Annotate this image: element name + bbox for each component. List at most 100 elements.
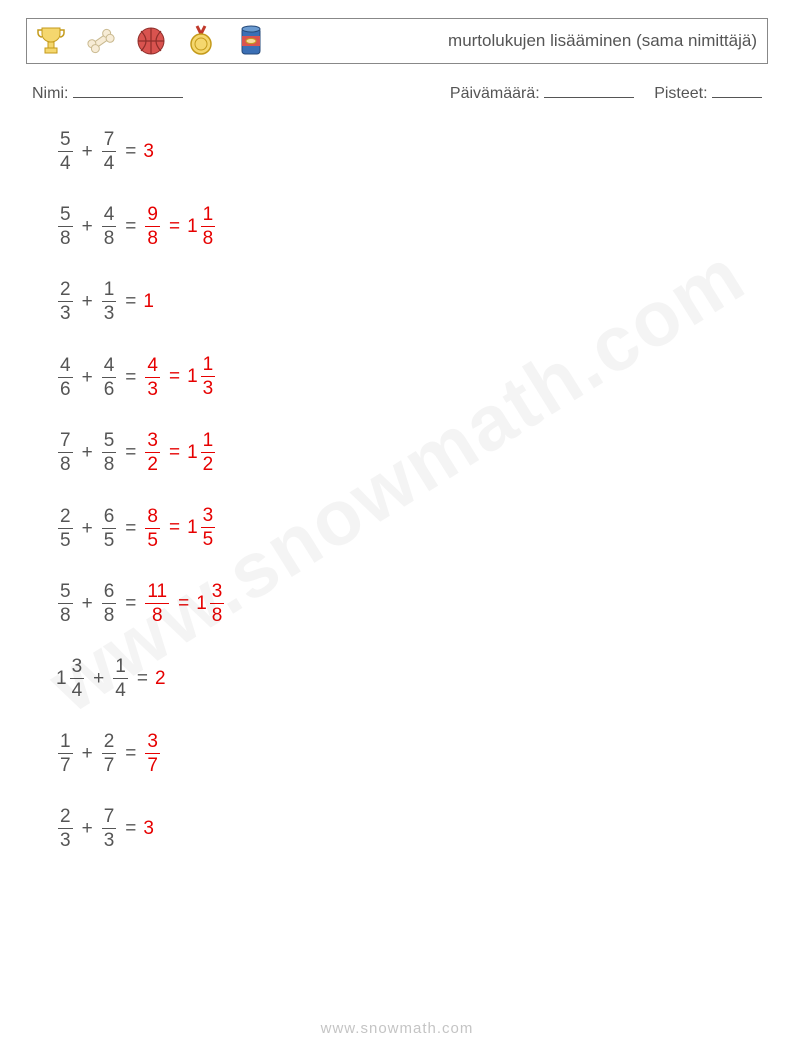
numerator: 6 <box>102 581 117 602</box>
equals-sign: = <box>125 594 136 613</box>
integer-value: 3 <box>143 141 154 162</box>
equals-sign: = <box>125 292 136 311</box>
denominator: 8 <box>201 228 216 249</box>
fraction: 68 <box>102 581 117 626</box>
equals-sign: = <box>125 217 136 236</box>
fraction-bar <box>58 528 73 529</box>
denominator: 7 <box>58 755 73 776</box>
fraction: 98 <box>145 204 160 249</box>
fraction: 25 <box>58 506 73 551</box>
answer: 43=113 <box>143 354 217 399</box>
problem-row: 134+14=2 <box>56 656 768 701</box>
numerator: 1 <box>201 430 216 451</box>
name-blank[interactable] <box>73 82 183 98</box>
fraction-bar <box>58 603 73 604</box>
worksheet-title: murtolukujen lisääminen (sama nimittäjä) <box>448 31 757 51</box>
date-blank[interactable] <box>544 82 634 98</box>
denominator: 4 <box>58 153 73 174</box>
whole-part: 1 <box>187 518 198 537</box>
fraction-bar <box>201 226 216 227</box>
mixed-number: 135 <box>187 505 217 550</box>
equals-sign: = <box>137 669 148 688</box>
numerator: 1 <box>113 656 128 677</box>
denominator: 4 <box>70 680 85 701</box>
numerator: 5 <box>58 204 73 225</box>
problem-row: 2 3 +13 = 1 <box>56 279 768 324</box>
fraction: 58 <box>58 204 73 249</box>
plus-operator: + <box>82 292 93 311</box>
whole-part: 1 <box>56 669 67 688</box>
fraction: 17 <box>58 731 73 776</box>
fraction-bar <box>102 753 117 754</box>
fraction: 35 <box>201 505 216 550</box>
fraction-bar <box>102 377 117 378</box>
denominator: 7 <box>145 755 160 776</box>
answer: 2 <box>155 669 166 688</box>
numerator: 4 <box>58 355 73 376</box>
denominator: 4 <box>102 153 117 174</box>
fraction-bar <box>102 528 117 529</box>
equals-sign: = <box>125 744 136 763</box>
fraction: 18 <box>201 204 216 249</box>
fraction-bar <box>102 452 117 453</box>
denominator: 8 <box>150 605 165 626</box>
whole-part: 1 <box>187 217 198 236</box>
denominator: 8 <box>102 454 117 475</box>
fraction: 38 <box>210 581 225 626</box>
numerator: 3 <box>145 731 160 752</box>
numerator: 7 <box>102 806 117 827</box>
answer: 32=112 <box>143 430 217 475</box>
integer-value: 3 <box>143 818 154 839</box>
mixed-number: 134 <box>56 656 86 701</box>
numerator: 2 <box>58 806 73 827</box>
fraction: 54 <box>58 129 73 174</box>
denominator: 7 <box>102 755 117 776</box>
fraction: 43 <box>145 355 160 400</box>
fraction-bar <box>145 603 169 604</box>
denominator: 8 <box>102 605 117 626</box>
fraction-bar <box>58 377 73 378</box>
plus-operator: + <box>82 819 93 838</box>
numerator: 5 <box>58 129 73 150</box>
plus-operator: + <box>93 669 104 688</box>
answer: 1 <box>143 292 154 311</box>
fraction: 118 <box>145 581 169 626</box>
equals-sign: = <box>178 593 189 614</box>
mixed-number: 138 <box>196 581 226 626</box>
fraction-bar <box>145 377 160 378</box>
equals-sign: = <box>169 442 180 463</box>
info-row: Nimi: Päivämäärä: Pisteet: <box>26 82 768 103</box>
score-field: Pisteet: <box>654 82 762 103</box>
numerator: 2 <box>102 731 117 752</box>
equals-sign: = <box>125 519 136 538</box>
denominator: 5 <box>58 530 73 551</box>
problem-row: 58+68=118=138 <box>56 581 768 626</box>
numerator: 6 <box>102 506 117 527</box>
fraction: 37 <box>145 731 160 776</box>
answer: 37 <box>143 731 162 776</box>
denominator: 3 <box>58 830 73 851</box>
problem-row: 17+27=37 <box>56 731 768 776</box>
denominator: 2 <box>201 454 216 475</box>
fraction-bar <box>102 226 117 227</box>
denominator: 8 <box>145 228 160 249</box>
denominator: 6 <box>102 379 117 400</box>
fraction: 13 <box>102 279 117 324</box>
numerator: 3 <box>145 430 160 451</box>
fraction-bar <box>145 528 160 529</box>
fraction: 27 <box>102 731 117 776</box>
name-label: Nimi: <box>32 85 68 102</box>
numerator: 9 <box>145 204 160 225</box>
equals-sign: = <box>125 819 136 838</box>
fraction-bar <box>210 603 225 604</box>
worksheet-header: murtolukujen lisääminen (sama nimittäjä) <box>26 18 768 64</box>
equals-sign: = <box>169 517 180 538</box>
trophy-icon <box>33 23 69 59</box>
denominator: 3 <box>102 830 117 851</box>
score-blank[interactable] <box>712 82 762 98</box>
fraction: 46 <box>58 355 73 400</box>
fraction: 13 <box>201 354 216 399</box>
denominator: 3 <box>58 303 73 324</box>
plus-operator: + <box>82 594 93 613</box>
numerator: 2 <box>58 279 73 300</box>
